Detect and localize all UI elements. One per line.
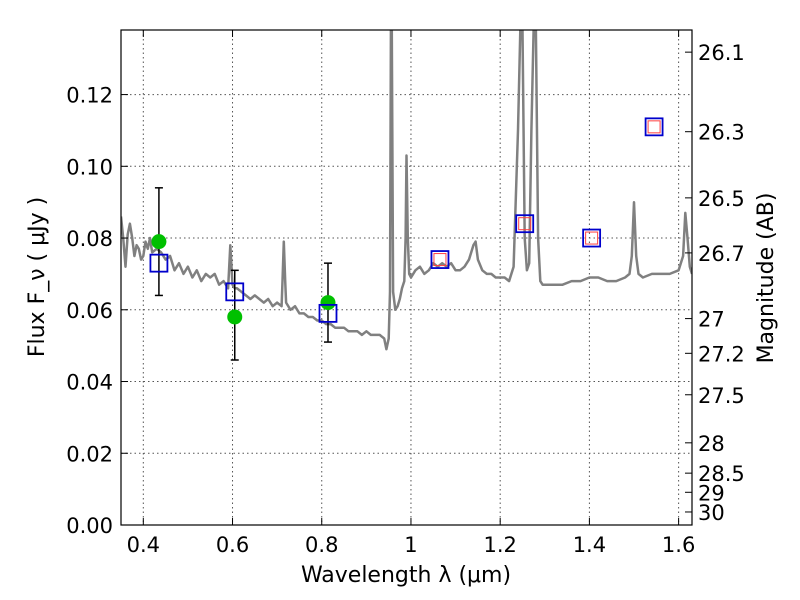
observed-point xyxy=(151,234,167,250)
model-boxes xyxy=(149,117,664,323)
model-box xyxy=(149,253,169,273)
y-tick-label: 0.00 xyxy=(66,514,113,538)
model-box xyxy=(582,228,602,248)
spectrum-line xyxy=(121,30,692,351)
mag-tick-label: 26.5 xyxy=(698,187,745,211)
y-tick-label: 0.12 xyxy=(66,84,113,108)
x-tick-label: 1.4 xyxy=(573,533,606,557)
plot-background xyxy=(121,30,692,525)
x-axis-title: Wavelength λ (μm) xyxy=(301,563,511,588)
mag-tick-label: 28 xyxy=(698,432,725,456)
x-tick-label: 0.8 xyxy=(305,533,338,557)
y2-axis-title: Magnitude (AB) xyxy=(754,193,779,364)
x-tick-label: 0.6 xyxy=(216,533,249,557)
model-box-inner xyxy=(585,231,599,245)
mag-tick-label: 28.5 xyxy=(698,462,745,486)
y-tick-label: 0.08 xyxy=(66,227,113,251)
model-box xyxy=(430,250,450,269)
mag-tick-label: 26.3 xyxy=(698,121,745,145)
axis-ticks: 0.4 0.6 0.8 1 1.2 1.4 1.6 0.00 0.02 0.04 0.06 0.08 0… xyxy=(66,30,745,557)
mag-tick-label: 27 xyxy=(698,308,725,332)
plot-frame xyxy=(120,29,693,526)
observed-point xyxy=(320,295,336,311)
model-box-inner xyxy=(647,120,661,134)
model-box xyxy=(225,282,245,302)
mag-tick-label: 26.7 xyxy=(698,242,745,266)
mag-tick-label: 29 xyxy=(698,481,725,505)
y-tick-label: 0.02 xyxy=(66,442,113,466)
mag-tick-label: 30 xyxy=(698,501,725,525)
y-tick-label: 0.10 xyxy=(66,155,113,179)
mag-tick-label: 27.5 xyxy=(698,384,745,408)
y-axis-title: Flux F_ν ( μJy ) xyxy=(25,197,50,357)
x-tick-label: 1 xyxy=(404,533,417,557)
mag-tick-label: 26.1 xyxy=(698,41,745,65)
mag-tick-label: 27.2 xyxy=(698,342,745,366)
x-tick-label: 1.2 xyxy=(483,533,516,557)
x-tick-label: 0.4 xyxy=(127,533,160,557)
model-box xyxy=(318,303,338,323)
y-tick-label: 0.04 xyxy=(66,371,113,395)
model-box xyxy=(515,214,535,234)
model-box-inner xyxy=(433,253,447,267)
y-tick-label: 0.06 xyxy=(66,299,113,323)
x-tick-label: 1.6 xyxy=(662,533,695,557)
model-box-inner xyxy=(518,217,532,231)
observed-points xyxy=(151,234,336,325)
observed-point xyxy=(227,309,243,325)
model-box xyxy=(644,117,664,137)
